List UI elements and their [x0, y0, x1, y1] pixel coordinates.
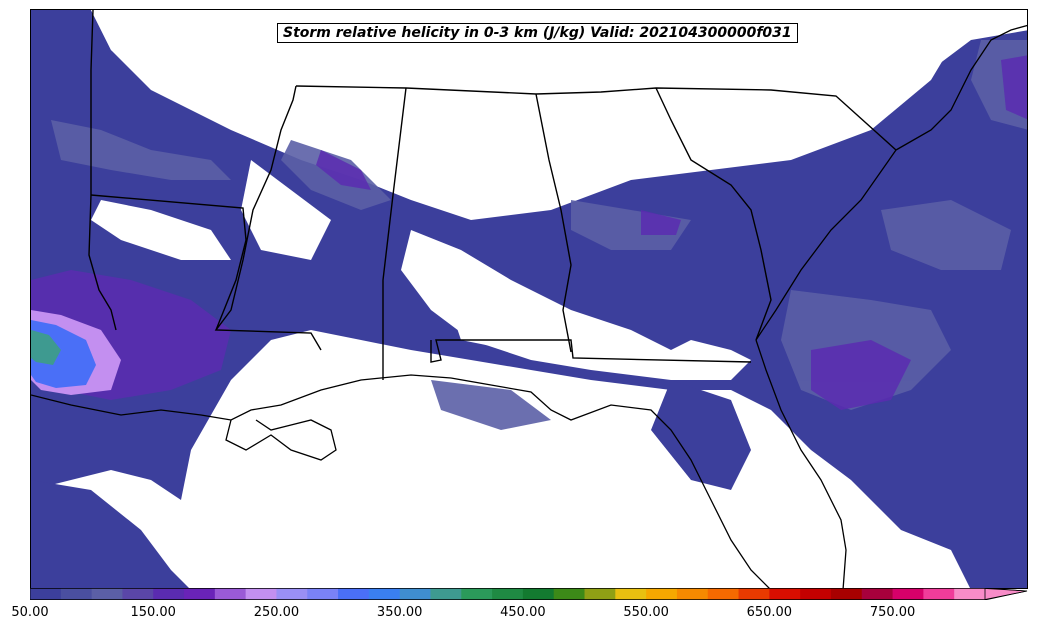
colorbar-segment: [430, 588, 462, 600]
colorbar-segment: [307, 588, 339, 600]
colorbar-segment: [492, 588, 524, 600]
colorbar: [30, 588, 1028, 600]
colorbar-segment: [338, 588, 370, 600]
colorbar-tick-label: 750.00: [869, 605, 916, 620]
colorbar-segment: [153, 588, 185, 600]
colorbar-tick-label: 350.00: [376, 605, 423, 620]
colorbar-segment: [707, 588, 740, 600]
colorbar-segment: [522, 588, 555, 600]
colorbar-segment: [399, 588, 431, 600]
colorbar-tick-label: 550.00: [623, 605, 669, 620]
colorbar-segment: [184, 588, 216, 600]
colorbar-segment: [615, 588, 647, 600]
colorbar-tick-label: 150.00: [130, 605, 176, 620]
map-title: Storm relative helicity in 0-3 km (J/kg)…: [277, 23, 798, 43]
colorbar-segment: [646, 588, 678, 600]
colorbar-segment: [276, 588, 308, 600]
colorbar-segment: [584, 588, 616, 600]
colorbar-segment: [800, 588, 832, 600]
colorbar-outline: [30, 588, 1028, 600]
colorbar-segment: [368, 588, 401, 600]
colorbar-segment: [461, 588, 493, 600]
state-borders: [88, 10, 897, 380]
colorbar-segment: [954, 588, 986, 600]
colorbar-segment: [923, 588, 955, 600]
colorbar-segment: [769, 588, 801, 600]
colorbar-tick-label: 450.00: [500, 605, 546, 620]
colorbar-segment: [738, 588, 770, 600]
map-panel: Storm relative helicity in 0-3 km (J/kg)…: [30, 9, 1028, 589]
colorbar-segment: [214, 588, 247, 600]
contour-level-375: [31, 330, 61, 365]
colorbar-tick-label: 50.00: [11, 605, 49, 620]
helicity-map: [31, 10, 1027, 588]
contour-level-125: [31, 55, 1027, 410]
colorbar-tick-label: 250.00: [253, 605, 300, 620]
colorbar-segment: [676, 588, 709, 600]
colorbar-segment: [30, 588, 62, 600]
colorbar-tick-label: 650.00: [746, 605, 793, 620]
colorbar-segment: [122, 588, 154, 600]
colorbar-segment: [245, 588, 277, 600]
colorbar-segment: [861, 588, 894, 600]
colorbar-segment: [830, 588, 863, 600]
coastline: [31, 24, 1027, 588]
colorbar-segment: [553, 588, 586, 600]
colorbar-segment: [60, 588, 93, 600]
colorbar-segment: [892, 588, 924, 600]
colorbar-segment: [91, 588, 123, 600]
